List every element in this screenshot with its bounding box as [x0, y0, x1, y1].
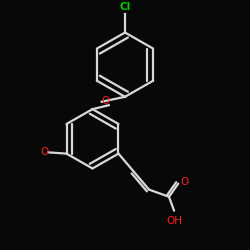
Text: Cl: Cl: [120, 2, 130, 12]
Text: OH: OH: [166, 216, 182, 226]
Text: O: O: [181, 177, 189, 187]
Text: O: O: [41, 147, 49, 157]
Text: O: O: [102, 96, 110, 106]
